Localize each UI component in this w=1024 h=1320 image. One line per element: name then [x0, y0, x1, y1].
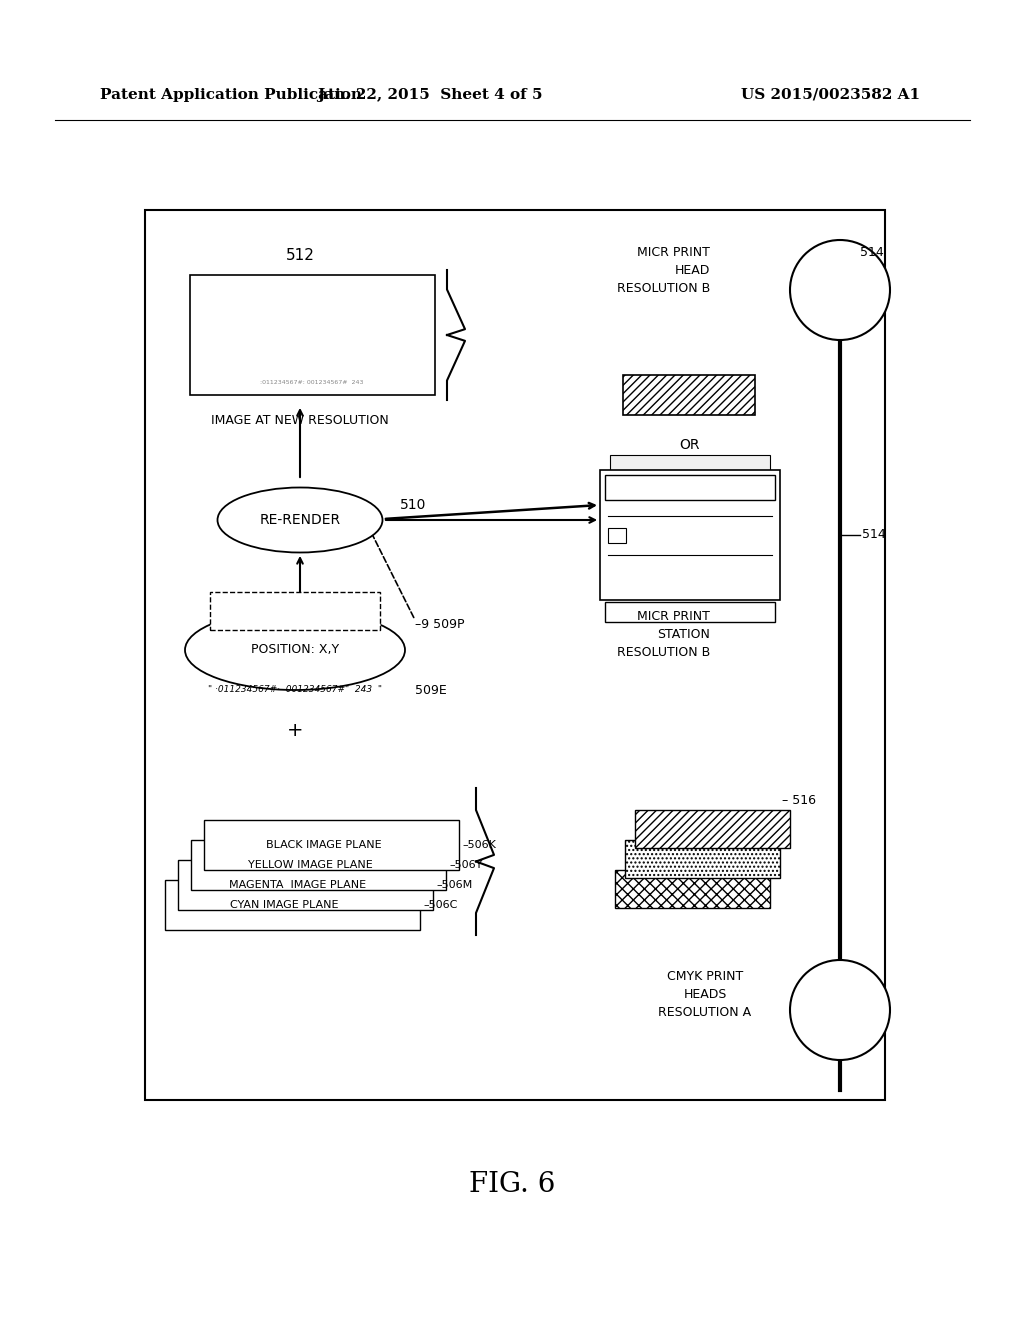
Circle shape — [790, 240, 890, 341]
Text: 510: 510 — [400, 498, 426, 512]
FancyBboxPatch shape — [145, 210, 885, 1100]
Text: –9 509P: –9 509P — [415, 619, 465, 631]
Text: BLACK IMAGE PLANE: BLACK IMAGE PLANE — [265, 840, 381, 850]
FancyBboxPatch shape — [625, 840, 780, 878]
FancyBboxPatch shape — [165, 880, 420, 931]
FancyBboxPatch shape — [608, 528, 626, 543]
Text: – 516: – 516 — [782, 793, 816, 807]
Ellipse shape — [217, 487, 383, 553]
Text: IMAGE AT NEW RESOLUTION: IMAGE AT NEW RESOLUTION — [211, 413, 389, 426]
Text: 512: 512 — [286, 248, 314, 263]
FancyBboxPatch shape — [210, 591, 380, 630]
Text: –506K: –506K — [462, 840, 496, 850]
Ellipse shape — [185, 610, 406, 690]
Text: –506M: –506M — [436, 880, 472, 890]
FancyBboxPatch shape — [615, 870, 770, 908]
Text: " ·011234567#·  001234567#"  243  ": " ·011234567#· 001234567#" 243 " — [208, 685, 382, 694]
FancyBboxPatch shape — [190, 275, 435, 395]
FancyBboxPatch shape — [204, 820, 459, 870]
Text: POSITION: X,Y: POSITION: X,Y — [251, 643, 339, 656]
Text: MICR PRINT
STATION
RESOLUTION B: MICR PRINT STATION RESOLUTION B — [616, 610, 710, 660]
FancyBboxPatch shape — [600, 470, 780, 601]
Text: 514: 514 — [860, 246, 884, 259]
Text: CMYK PRINT
HEADS
RESOLUTION A: CMYK PRINT HEADS RESOLUTION A — [658, 970, 752, 1019]
FancyBboxPatch shape — [191, 840, 446, 890]
Text: –506Y: –506Y — [449, 861, 482, 870]
Text: RE-RENDER: RE-RENDER — [259, 513, 341, 527]
Text: US 2015/0023582 A1: US 2015/0023582 A1 — [741, 88, 920, 102]
Text: FIG. 6: FIG. 6 — [469, 1172, 555, 1199]
FancyBboxPatch shape — [605, 475, 775, 500]
Circle shape — [790, 960, 890, 1060]
Text: CYAN IMAGE PLANE: CYAN IMAGE PLANE — [230, 900, 339, 909]
Text: OR: OR — [680, 438, 700, 451]
Text: MICR PRINT
HEAD
RESOLUTION B: MICR PRINT HEAD RESOLUTION B — [616, 246, 710, 294]
Text: Jan. 22, 2015  Sheet 4 of 5: Jan. 22, 2015 Sheet 4 of 5 — [317, 88, 543, 102]
Text: +: + — [287, 721, 303, 739]
Text: Patent Application Publication: Patent Application Publication — [100, 88, 362, 102]
FancyBboxPatch shape — [610, 455, 770, 473]
Text: MAGENTA  IMAGE PLANE: MAGENTA IMAGE PLANE — [229, 880, 366, 890]
FancyBboxPatch shape — [178, 861, 433, 909]
FancyBboxPatch shape — [635, 810, 790, 847]
Text: :011234567#: 001234567#  243: :011234567#: 001234567# 243 — [260, 380, 364, 384]
Text: –506C: –506C — [423, 900, 458, 909]
FancyBboxPatch shape — [605, 602, 775, 622]
FancyBboxPatch shape — [623, 375, 755, 414]
Text: 514: 514 — [862, 528, 886, 541]
Text: 509E: 509E — [415, 684, 446, 697]
Text: YELLOW IMAGE PLANE: YELLOW IMAGE PLANE — [248, 861, 373, 870]
